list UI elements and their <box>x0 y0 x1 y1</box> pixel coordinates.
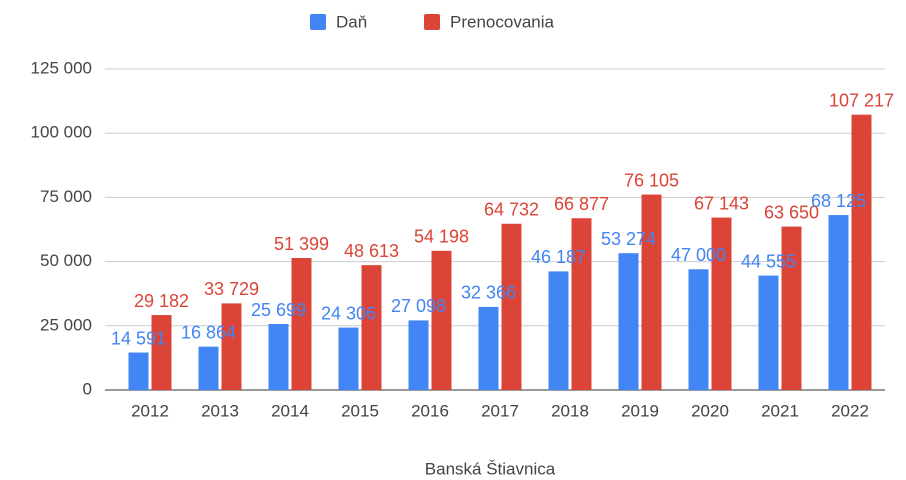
value-label: 46 187 <box>531 247 586 267</box>
y-tick-label: 125 000 <box>31 58 92 77</box>
x-tick-label: 2020 <box>691 401 729 420</box>
bar <box>758 275 779 390</box>
bar <box>781 226 802 390</box>
legend-swatch <box>424 14 440 30</box>
y-tick-label: 25 000 <box>40 315 92 334</box>
bar <box>571 218 592 390</box>
value-label: 48 613 <box>344 241 399 261</box>
value-label: 29 182 <box>134 291 189 311</box>
y-tick-label: 0 <box>83 379 92 398</box>
legend-label: Daň <box>336 12 367 31</box>
bar <box>828 215 849 390</box>
x-tick-label: 2021 <box>761 401 799 420</box>
value-label: 51 399 <box>274 234 329 254</box>
bar <box>501 223 522 390</box>
x-tick-label: 2015 <box>341 401 379 420</box>
value-label: 47 000 <box>671 245 726 265</box>
value-label: 16 864 <box>181 322 236 342</box>
value-label: 54 198 <box>414 227 469 247</box>
x-tick-label: 2018 <box>551 401 589 420</box>
y-tick-label: 100 000 <box>31 123 92 142</box>
bar <box>128 352 149 390</box>
bar <box>268 324 289 390</box>
bar <box>408 320 429 390</box>
value-label: 24 306 <box>321 303 376 323</box>
bar <box>548 271 569 390</box>
value-label: 64 732 <box>484 200 539 220</box>
x-tick-label: 2017 <box>481 401 519 420</box>
bar <box>291 258 312 390</box>
x-tick-label: 2016 <box>411 401 449 420</box>
bar <box>641 194 662 390</box>
x-tick-label: 2022 <box>831 401 869 420</box>
bar <box>688 269 709 390</box>
y-tick-label: 75 000 <box>40 187 92 206</box>
bar <box>618 253 639 390</box>
y-tick-label: 50 000 <box>40 251 92 270</box>
value-label: 14 591 <box>111 328 166 348</box>
value-label: 107 217 <box>829 90 894 110</box>
x-tick-label: 2014 <box>271 401 309 420</box>
x-tick-label: 2012 <box>131 401 169 420</box>
bar <box>851 114 872 390</box>
value-label: 27 098 <box>391 296 446 316</box>
bar <box>478 306 499 390</box>
value-label: 53 274 <box>601 229 656 249</box>
value-label: 33 729 <box>204 279 259 299</box>
value-label: 63 650 <box>764 202 819 222</box>
value-label: 25 699 <box>251 300 306 320</box>
bar <box>198 346 219 390</box>
value-label: 67 143 <box>694 193 749 213</box>
x-axis-title: Banská Štiavnica <box>425 459 556 478</box>
value-label: 68 125 <box>811 191 866 211</box>
value-label: 44 555 <box>741 251 796 271</box>
legend-label: Prenocovania <box>450 12 555 31</box>
x-tick-label: 2019 <box>621 401 659 420</box>
value-label: 66 877 <box>554 194 609 214</box>
bar <box>711 217 732 390</box>
bar <box>221 303 242 390</box>
x-tick-label: 2013 <box>201 401 239 420</box>
bar <box>361 265 382 390</box>
bar <box>431 250 452 390</box>
bar <box>338 327 359 390</box>
bar <box>151 315 172 390</box>
value-label: 76 105 <box>624 170 679 190</box>
legend-swatch <box>310 14 326 30</box>
value-label: 32 366 <box>461 283 516 303</box>
